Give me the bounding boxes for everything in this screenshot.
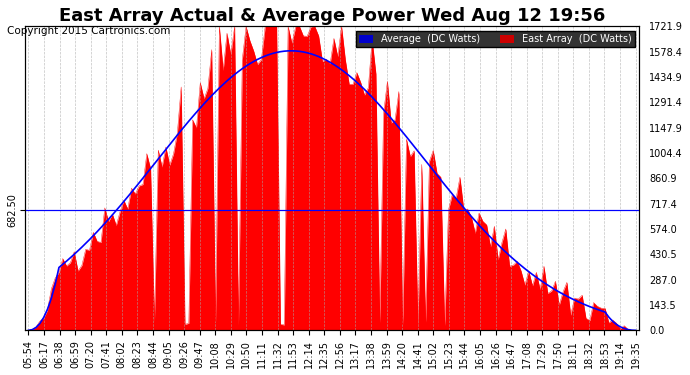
Legend: Average  (DC Watts), East Array  (DC Watts): Average (DC Watts), East Array (DC Watts…: [356, 32, 635, 47]
Title: East Array Actual & Average Power Wed Aug 12 19:56: East Array Actual & Average Power Wed Au…: [59, 7, 605, 25]
Text: Copyright 2015 Cartronics.com: Copyright 2015 Cartronics.com: [7, 26, 170, 36]
